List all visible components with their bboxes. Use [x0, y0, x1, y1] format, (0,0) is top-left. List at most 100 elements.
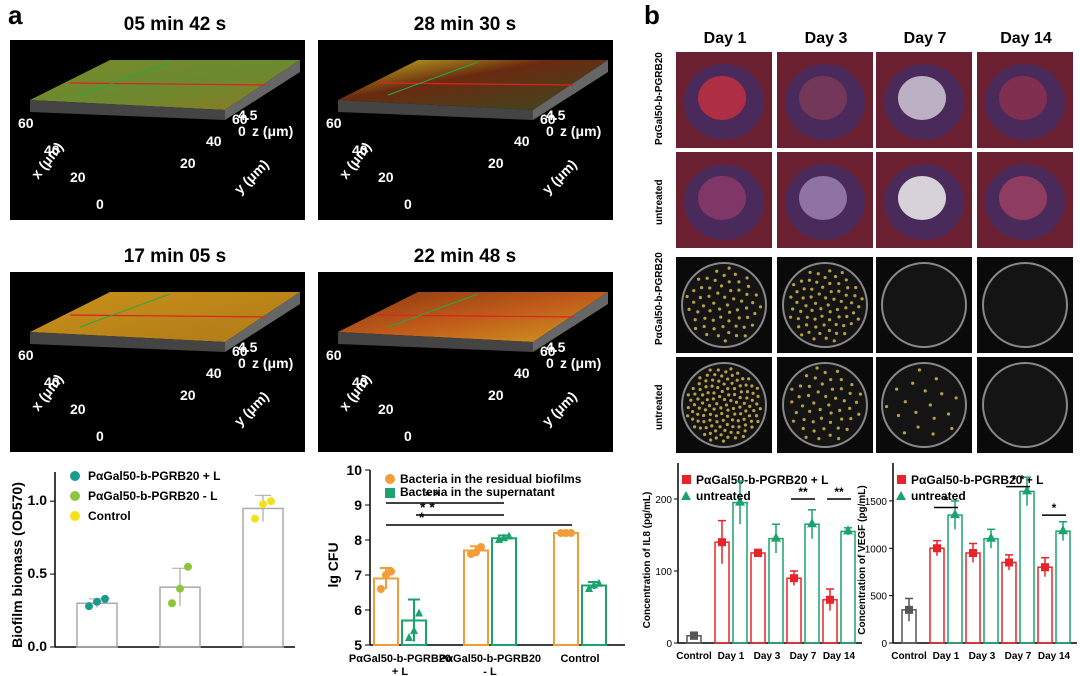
colony: [832, 297, 836, 301]
colony: [798, 384, 803, 388]
x-tick-label: Day 1: [933, 651, 960, 662]
colony: [857, 305, 861, 309]
colony: [737, 316, 741, 320]
colony: [858, 392, 862, 396]
colony: [702, 413, 706, 418]
legend-marker: [681, 491, 691, 500]
colony: [735, 308, 740, 312]
colony: [730, 418, 735, 422]
colony: [811, 420, 815, 424]
colony: [726, 435, 730, 439]
y-tick-label: 1.0: [28, 492, 48, 508]
colony: [810, 308, 814, 312]
colony: [712, 301, 716, 305]
colony: [708, 286, 712, 290]
colony: [736, 430, 740, 435]
colony: [708, 309, 712, 313]
colony: [733, 272, 737, 276]
data-point: [477, 543, 485, 551]
bar: [242, 507, 284, 648]
data-point: [567, 529, 575, 537]
z-axis-label: z (μm): [560, 123, 601, 139]
colony: [752, 408, 756, 413]
colony: [844, 293, 848, 297]
colony: [854, 285, 858, 290]
colony: [750, 384, 754, 388]
colony: [819, 416, 824, 420]
colony: [839, 378, 843, 382]
eye-photo: [977, 52, 1073, 148]
colony: [805, 323, 809, 327]
colony: [726, 408, 730, 412]
lesion: [698, 176, 746, 220]
lesion: [999, 76, 1047, 120]
colony: [717, 307, 722, 311]
colony: [696, 277, 701, 281]
colony: [835, 307, 840, 312]
y-tick-label: 40: [206, 133, 222, 149]
data-point: [950, 509, 960, 519]
colony: [732, 297, 736, 301]
data-point: [405, 633, 413, 641]
data-point: [1058, 525, 1068, 535]
colony: [687, 307, 691, 311]
legend-label: Control: [88, 509, 131, 523]
colony: [727, 319, 731, 323]
legend-marker: [385, 474, 395, 484]
colony: [699, 286, 704, 290]
colony: [715, 269, 719, 273]
colony: [701, 304, 706, 308]
colony: [704, 426, 708, 430]
y-axis-label: y (μm): [231, 156, 272, 197]
colony: [805, 315, 809, 319]
colony: [723, 295, 727, 299]
colony: [813, 376, 817, 380]
colony: [725, 303, 730, 307]
colony: [745, 276, 749, 280]
colony: [696, 419, 700, 423]
colony: [828, 310, 832, 314]
bar: [840, 530, 856, 644]
legend-marker: [70, 511, 80, 521]
colony: [729, 289, 733, 293]
day-header-4: Day 14: [1000, 30, 1052, 47]
z-tick-label: 0: [238, 123, 246, 139]
bar: [1037, 566, 1053, 644]
colony: [796, 317, 800, 321]
colony: [748, 404, 752, 408]
colony: [686, 414, 690, 418]
x-tick-label: 60: [18, 347, 34, 363]
colony: [810, 287, 814, 291]
colony: [795, 300, 799, 305]
eye-photo: [777, 152, 873, 248]
colony: [795, 290, 799, 294]
legend-label: untreated: [696, 489, 751, 503]
colony: [696, 310, 700, 314]
colony: [808, 409, 812, 413]
colony: [709, 438, 713, 442]
colony: [727, 280, 731, 284]
colony: [717, 379, 721, 383]
colony: [791, 419, 796, 423]
data-point: [415, 608, 423, 617]
colony: [814, 325, 818, 329]
y-axis-label: lg CFU: [325, 542, 341, 587]
x-tick-label: Day 1: [718, 651, 745, 662]
data-point: [790, 574, 798, 583]
colony: [740, 299, 744, 303]
colony: [931, 432, 935, 436]
data-point: [472, 548, 480, 557]
colony: [711, 318, 715, 322]
colony: [730, 381, 734, 385]
colony: [800, 333, 804, 337]
colony: [736, 419, 740, 423]
lesion: [799, 76, 847, 120]
colony: [725, 422, 729, 427]
colony: [747, 414, 752, 418]
colony: [828, 281, 832, 286]
colony: [826, 303, 830, 307]
z-tick-label: 4.5: [238, 339, 258, 355]
